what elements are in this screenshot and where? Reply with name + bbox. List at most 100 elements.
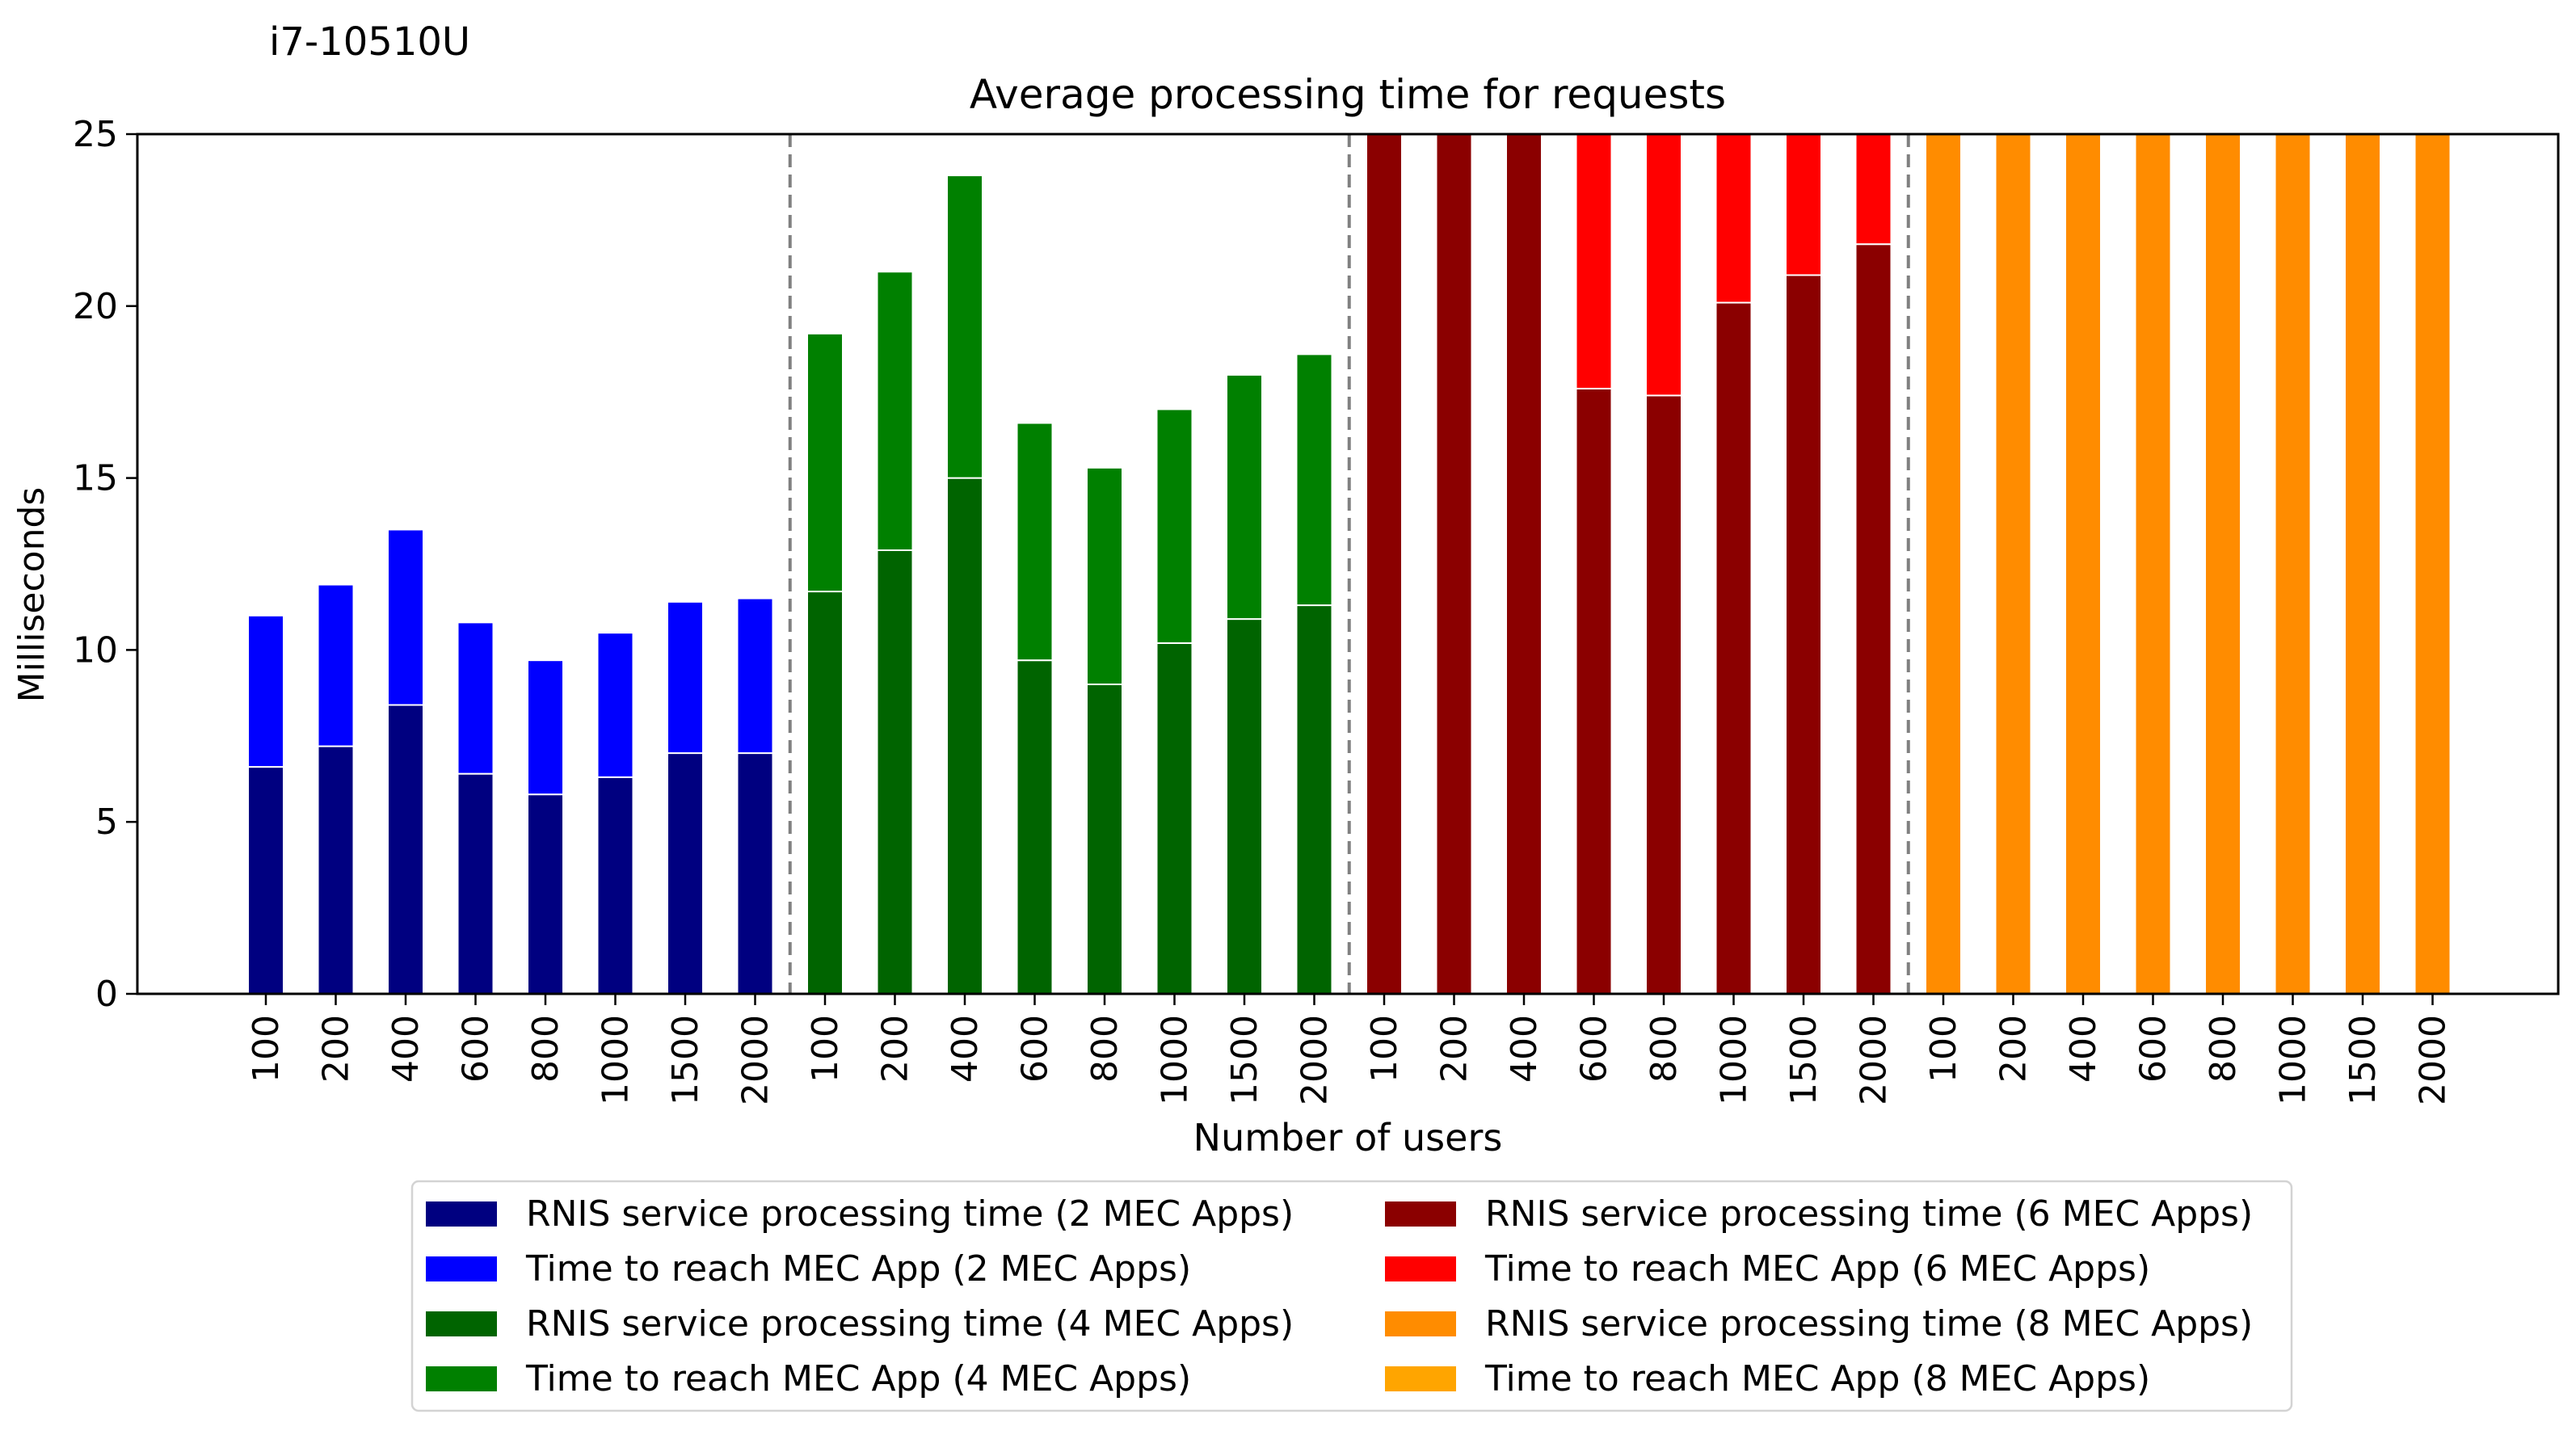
- bar-processing-g1-400: [387, 704, 424, 995]
- legend-swatch: [1385, 1256, 1456, 1281]
- x-tick-label: 400: [2063, 1015, 2104, 1083]
- bar-processing-g2-1500: [1226, 618, 1263, 995]
- bar-reach-g2-1500: [1226, 373, 1263, 621]
- x-tick-label: 600: [1015, 1015, 1056, 1083]
- x-tick-label: 400: [385, 1015, 427, 1083]
- bar-reach-g1-200: [317, 583, 355, 747]
- bar-reach-g1-2000: [736, 597, 774, 755]
- x-tick-label: 200: [1993, 1015, 2035, 1083]
- bar-reach-g2-800: [1086, 466, 1123, 685]
- x-tick-label: 1000: [596, 1015, 637, 1105]
- corner-label: i7-10510U: [269, 19, 470, 65]
- y-axis-ticks: 0 5 10 15 20 25: [73, 114, 137, 1015]
- bar-processing-g2-200: [876, 549, 914, 995]
- y-tick-label: 15: [73, 458, 118, 499]
- bar-processing-g4-600: [2134, 133, 2172, 995]
- bar-processing-g4-1000: [2274, 133, 2312, 995]
- bar-processing-g4-100: [1925, 133, 1962, 995]
- x-tick-label: 400: [1504, 1015, 1545, 1083]
- bar-reach-g2-1000: [1155, 408, 1193, 644]
- bar-reach-g2-400: [946, 175, 983, 479]
- bar-processing-g3-200: [1435, 133, 1473, 995]
- legend-label: Time to reach MEC App (2 MEC Apps): [525, 1248, 1191, 1290]
- legend-label: Time to reach MEC App (4 MEC Apps): [525, 1358, 1191, 1399]
- bar-processing-g3-100: [1366, 133, 1403, 995]
- bar-reach-g3-1500: [1785, 133, 1822, 276]
- x-tick-label: 1000: [1155, 1015, 1196, 1105]
- x-tick-label: 100: [805, 1015, 846, 1083]
- x-tick-label: 100: [1364, 1015, 1405, 1083]
- y-tick-label: 25: [73, 114, 118, 155]
- chart-title: Average processing time for requests: [970, 71, 1726, 118]
- bar-processing-g1-800: [527, 793, 564, 995]
- bar-processing-g2-600: [1016, 659, 1054, 995]
- x-tick-label: 1500: [2342, 1015, 2384, 1105]
- bar-processing-g1-200: [317, 745, 355, 995]
- bar-reach-g1-1500: [667, 600, 704, 755]
- y-tick-label: 5: [95, 802, 118, 843]
- x-tick-label: 100: [246, 1015, 287, 1083]
- bar-reach-g1-1000: [596, 632, 634, 778]
- x-tick-label: 2000: [2413, 1015, 2454, 1105]
- legend-frame: [410, 1180, 2293, 1412]
- bar-processing-g1-1000: [596, 776, 634, 995]
- legend-label: RNIS service processing time (8 MEC Apps…: [1485, 1303, 2253, 1345]
- bar-processing-g3-400: [1505, 133, 1543, 995]
- legend-swatch: [426, 1256, 497, 1281]
- bar-reach-g3-800: [1645, 133, 1682, 397]
- bar-processing-g1-1500: [667, 752, 704, 995]
- x-tick-label: 1500: [1783, 1015, 1825, 1105]
- bar-reach-g3-2000: [1854, 133, 1892, 246]
- x-axis-ticks: 100 200 400 600 800 1000 1500 2000 100 200 400 600 8…: [246, 994, 2454, 1105]
- bar-reach-g1-800: [527, 659, 564, 796]
- legend-swatch: [1385, 1201, 1456, 1227]
- x-tick-label: 1500: [1224, 1015, 1265, 1105]
- bar-processing-g2-400: [946, 477, 983, 995]
- legend-swatch: [426, 1311, 497, 1336]
- legend-label: Time to reach MEC App (6 MEC Apps): [1484, 1248, 2150, 1290]
- legend-label: RNIS service processing time (2 MEC Apps…: [526, 1193, 1294, 1235]
- x-tick-label: 200: [875, 1015, 916, 1083]
- legend-swatch: [1385, 1311, 1456, 1336]
- bar-reach-g1-600: [457, 621, 495, 775]
- y-tick-label: 0: [95, 974, 118, 1015]
- y-tick-label: 10: [73, 629, 118, 671]
- x-tick-label: 800: [525, 1015, 566, 1083]
- x-tick-label: 200: [316, 1015, 357, 1083]
- bar-processing-g4-400: [2065, 133, 2102, 995]
- bar-processing-g3-800: [1645, 394, 1682, 995]
- x-tick-label: 800: [1644, 1015, 1685, 1083]
- bar-processing-g2-1000: [1155, 642, 1193, 995]
- bar-processing-g2-2000: [1295, 604, 1333, 995]
- bar-processing-g1-2000: [736, 752, 774, 995]
- plot-frame: [136, 133, 2560, 995]
- bar-processing-g4-2000: [2414, 133, 2452, 995]
- x-tick-label: 1000: [1714, 1015, 1755, 1105]
- x-tick-label: 800: [2203, 1015, 2244, 1083]
- x-tick-label: 200: [1434, 1015, 1475, 1083]
- x-axis-label: Number of users: [1193, 1116, 1503, 1159]
- legend-label: RNIS service processing time (4 MEC Apps…: [526, 1303, 1294, 1345]
- bar-processing-g4-200: [1994, 133, 2032, 995]
- x-tick-label: 2000: [735, 1015, 777, 1105]
- group-separators: [788, 134, 1910, 994]
- legend: RNIS service processing time (2 MEC Apps…: [410, 1180, 2293, 1412]
- bar-processing-g4-800: [2204, 133, 2241, 995]
- bar-reach-g2-2000: [1295, 353, 1333, 607]
- bar-processing-g1-100: [247, 766, 284, 995]
- bar-reach-g3-600: [1575, 133, 1613, 389]
- y-tick-label: 20: [73, 286, 118, 327]
- bars: [247, 133, 2452, 995]
- legend-label: RNIS service processing time (6 MEC Apps…: [1485, 1193, 2253, 1235]
- x-tick-label: 800: [1084, 1015, 1126, 1083]
- bar-reach-g2-600: [1016, 422, 1054, 662]
- bar-processing-g3-1000: [1715, 301, 1753, 995]
- bar-processing-g2-800: [1086, 683, 1123, 995]
- x-tick-label: 600: [1574, 1015, 1615, 1083]
- x-tick-label: 600: [456, 1015, 497, 1083]
- y-axis-label: Milliseconds: [11, 487, 53, 703]
- bar-processing-g4-1500: [2344, 133, 2381, 995]
- bar-processing-g3-600: [1575, 387, 1613, 995]
- x-tick-label: 1000: [2273, 1015, 2314, 1105]
